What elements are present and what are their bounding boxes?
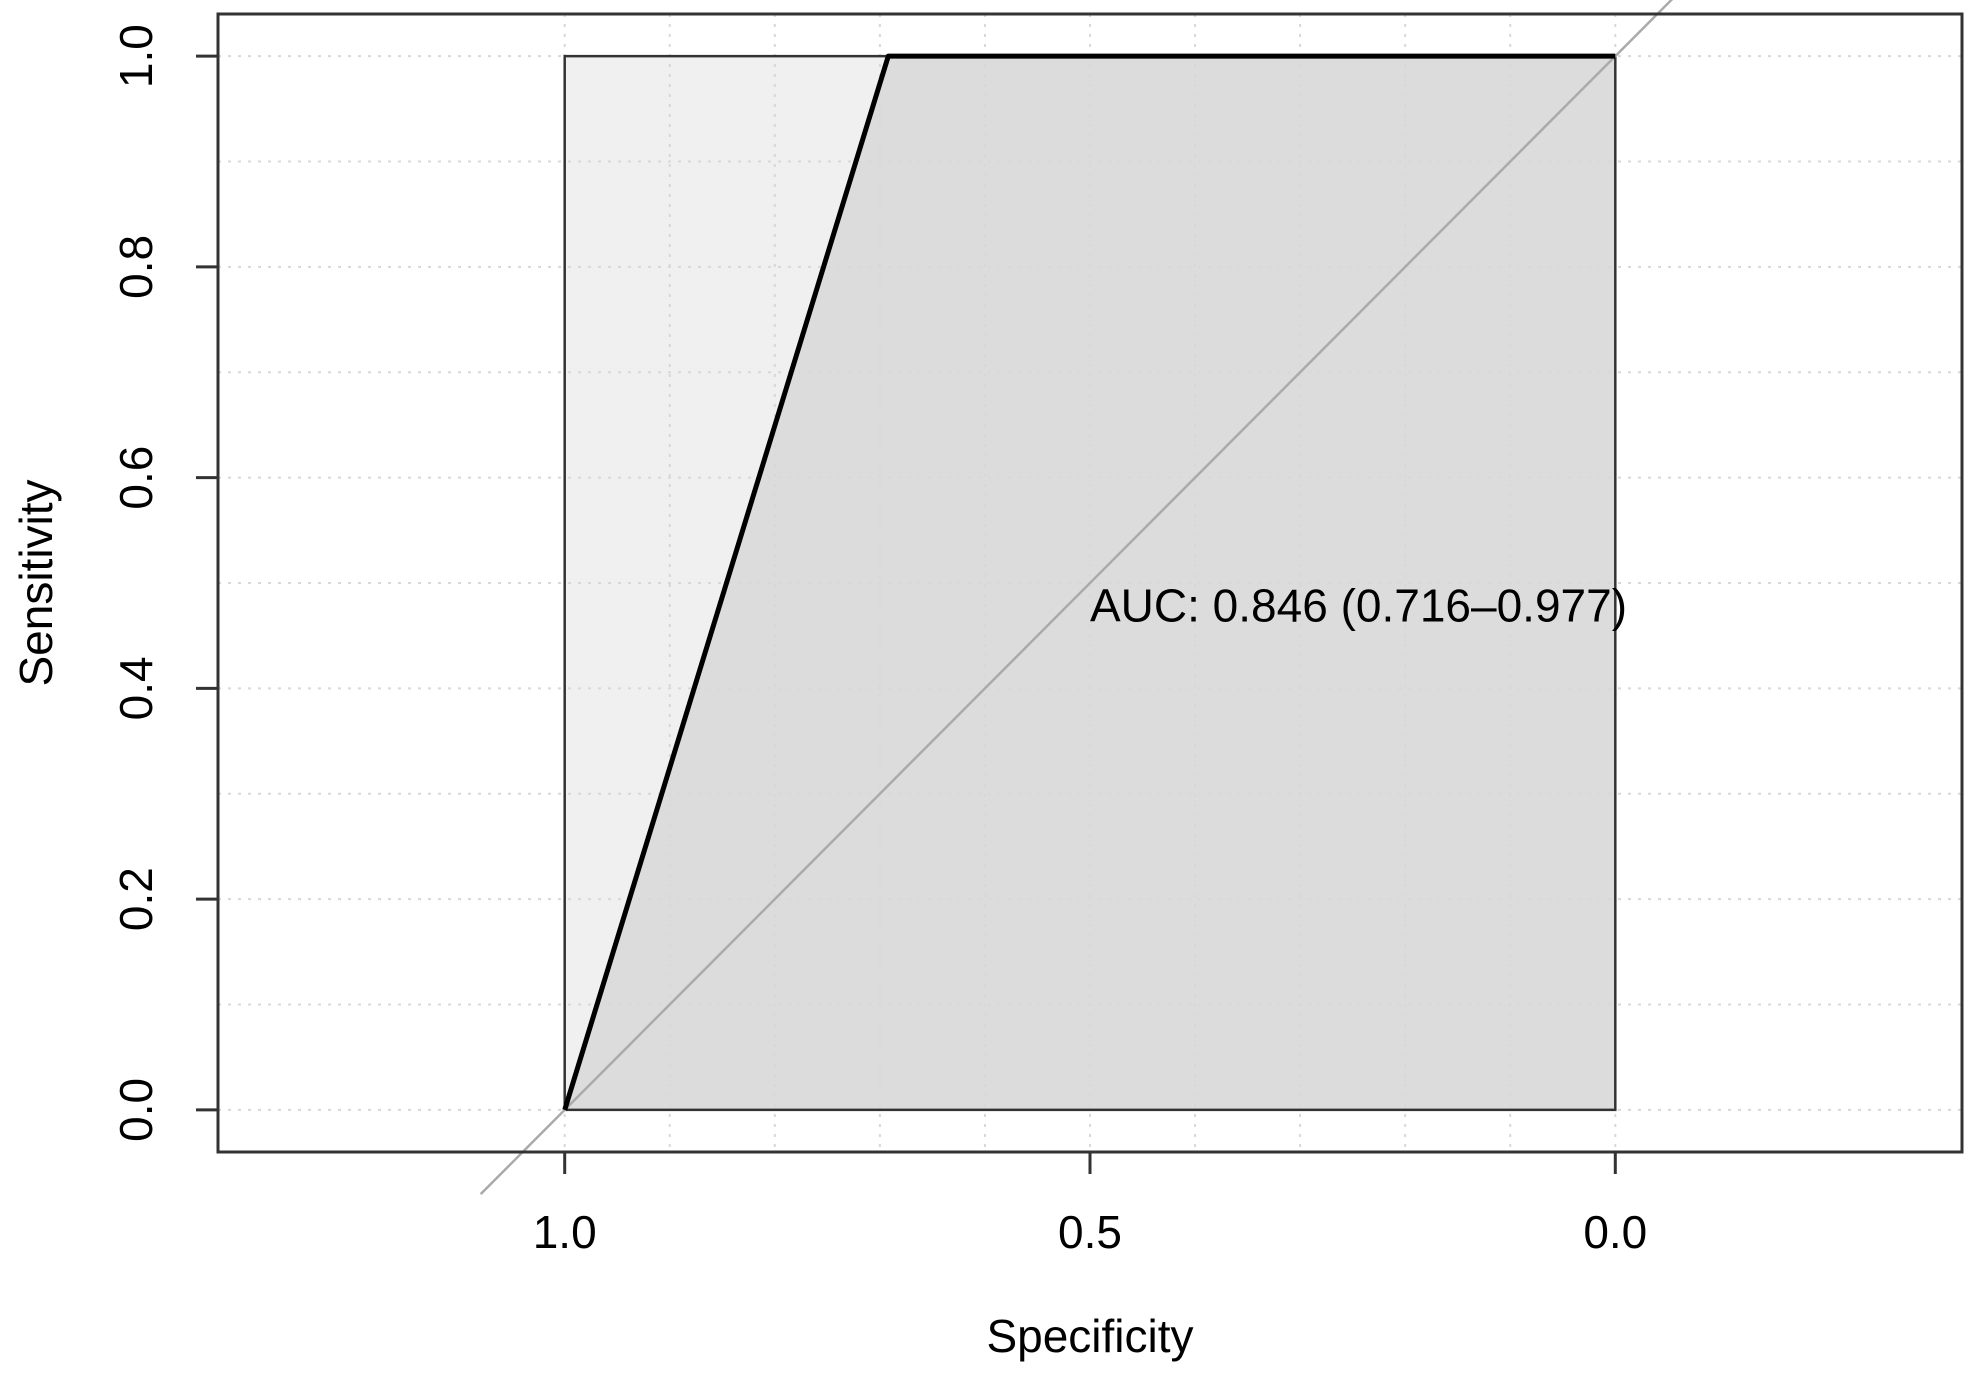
x-tick-label-2: 0.0 <box>1583 1206 1647 1258</box>
y-tick-label-2: 0.4 <box>110 656 162 720</box>
roc-curve-0 <box>562 53 1616 1111</box>
y-tick-label-5: 1.0 <box>110 24 162 88</box>
y-axis-label: Sensitivity <box>10 479 62 686</box>
x-axis-label: Specificity <box>986 1310 1193 1362</box>
auc-annotation: AUC: 0.846 (0.716–0.977) <box>1090 579 1627 631</box>
reference-diagonal-line <box>479 0 1674 1196</box>
series-layer <box>562 53 1616 1111</box>
x-tick-label-0: 1.0 <box>533 1206 597 1258</box>
ref-layer <box>479 0 1674 1196</box>
y-tick-label-4: 0.8 <box>110 235 162 299</box>
y-tick-label-3: 0.6 <box>110 446 162 510</box>
x-tick-label-1: 0.5 <box>1058 1206 1122 1258</box>
ticks-layer: 1.0 0.5 0.0 0.0 0.2 0.4 0.6 0.8 1.0 <box>110 24 1647 1258</box>
y-tick-label-0: 0.0 <box>110 1078 162 1142</box>
y-tick-label-1: 0.2 <box>110 867 162 931</box>
